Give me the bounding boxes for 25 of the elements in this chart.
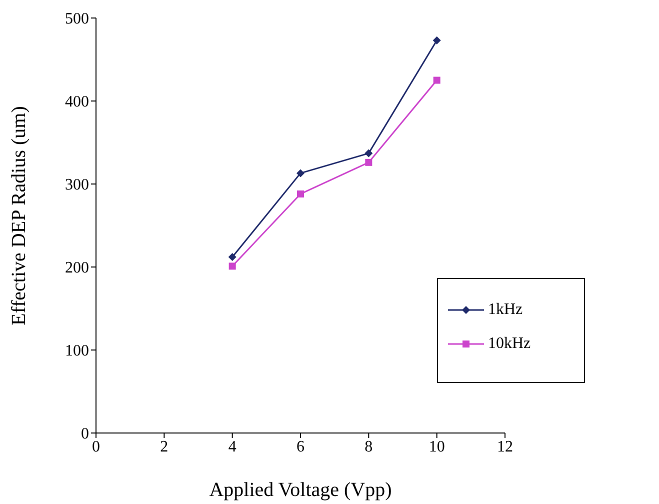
y-tick-label: 100	[65, 342, 89, 360]
x-tick-label: 10	[428, 438, 445, 456]
x-tick-label: 12	[497, 438, 513, 456]
y-axis-title: Effective DEP Radius (um)	[8, 106, 30, 326]
x-tick-label: 4	[228, 438, 236, 456]
y-tick-label: 300	[65, 176, 89, 194]
x-tick-label: 0	[92, 438, 100, 456]
x-tick-label: 6	[296, 438, 304, 456]
point	[433, 76, 440, 84]
x-tick-label: 8	[364, 438, 373, 456]
legend-label: 10kHz	[488, 334, 531, 354]
point	[228, 262, 236, 270]
legend-label: 1kHz	[488, 300, 523, 320]
y-tick-label: 200	[65, 260, 89, 277]
x-tick-label: 2	[160, 438, 168, 456]
y-tick-label: 500	[65, 10, 89, 28]
point	[296, 169, 304, 178]
x-axis-title: Applied Voltage (Vpp)	[209, 479, 392, 501]
point	[228, 253, 236, 262]
point	[432, 36, 441, 44]
point	[297, 190, 304, 198]
point	[365, 158, 372, 166]
point	[364, 149, 373, 158]
y-tick-label: 400	[65, 94, 89, 111]
y-tick-label: 0	[81, 426, 89, 443]
